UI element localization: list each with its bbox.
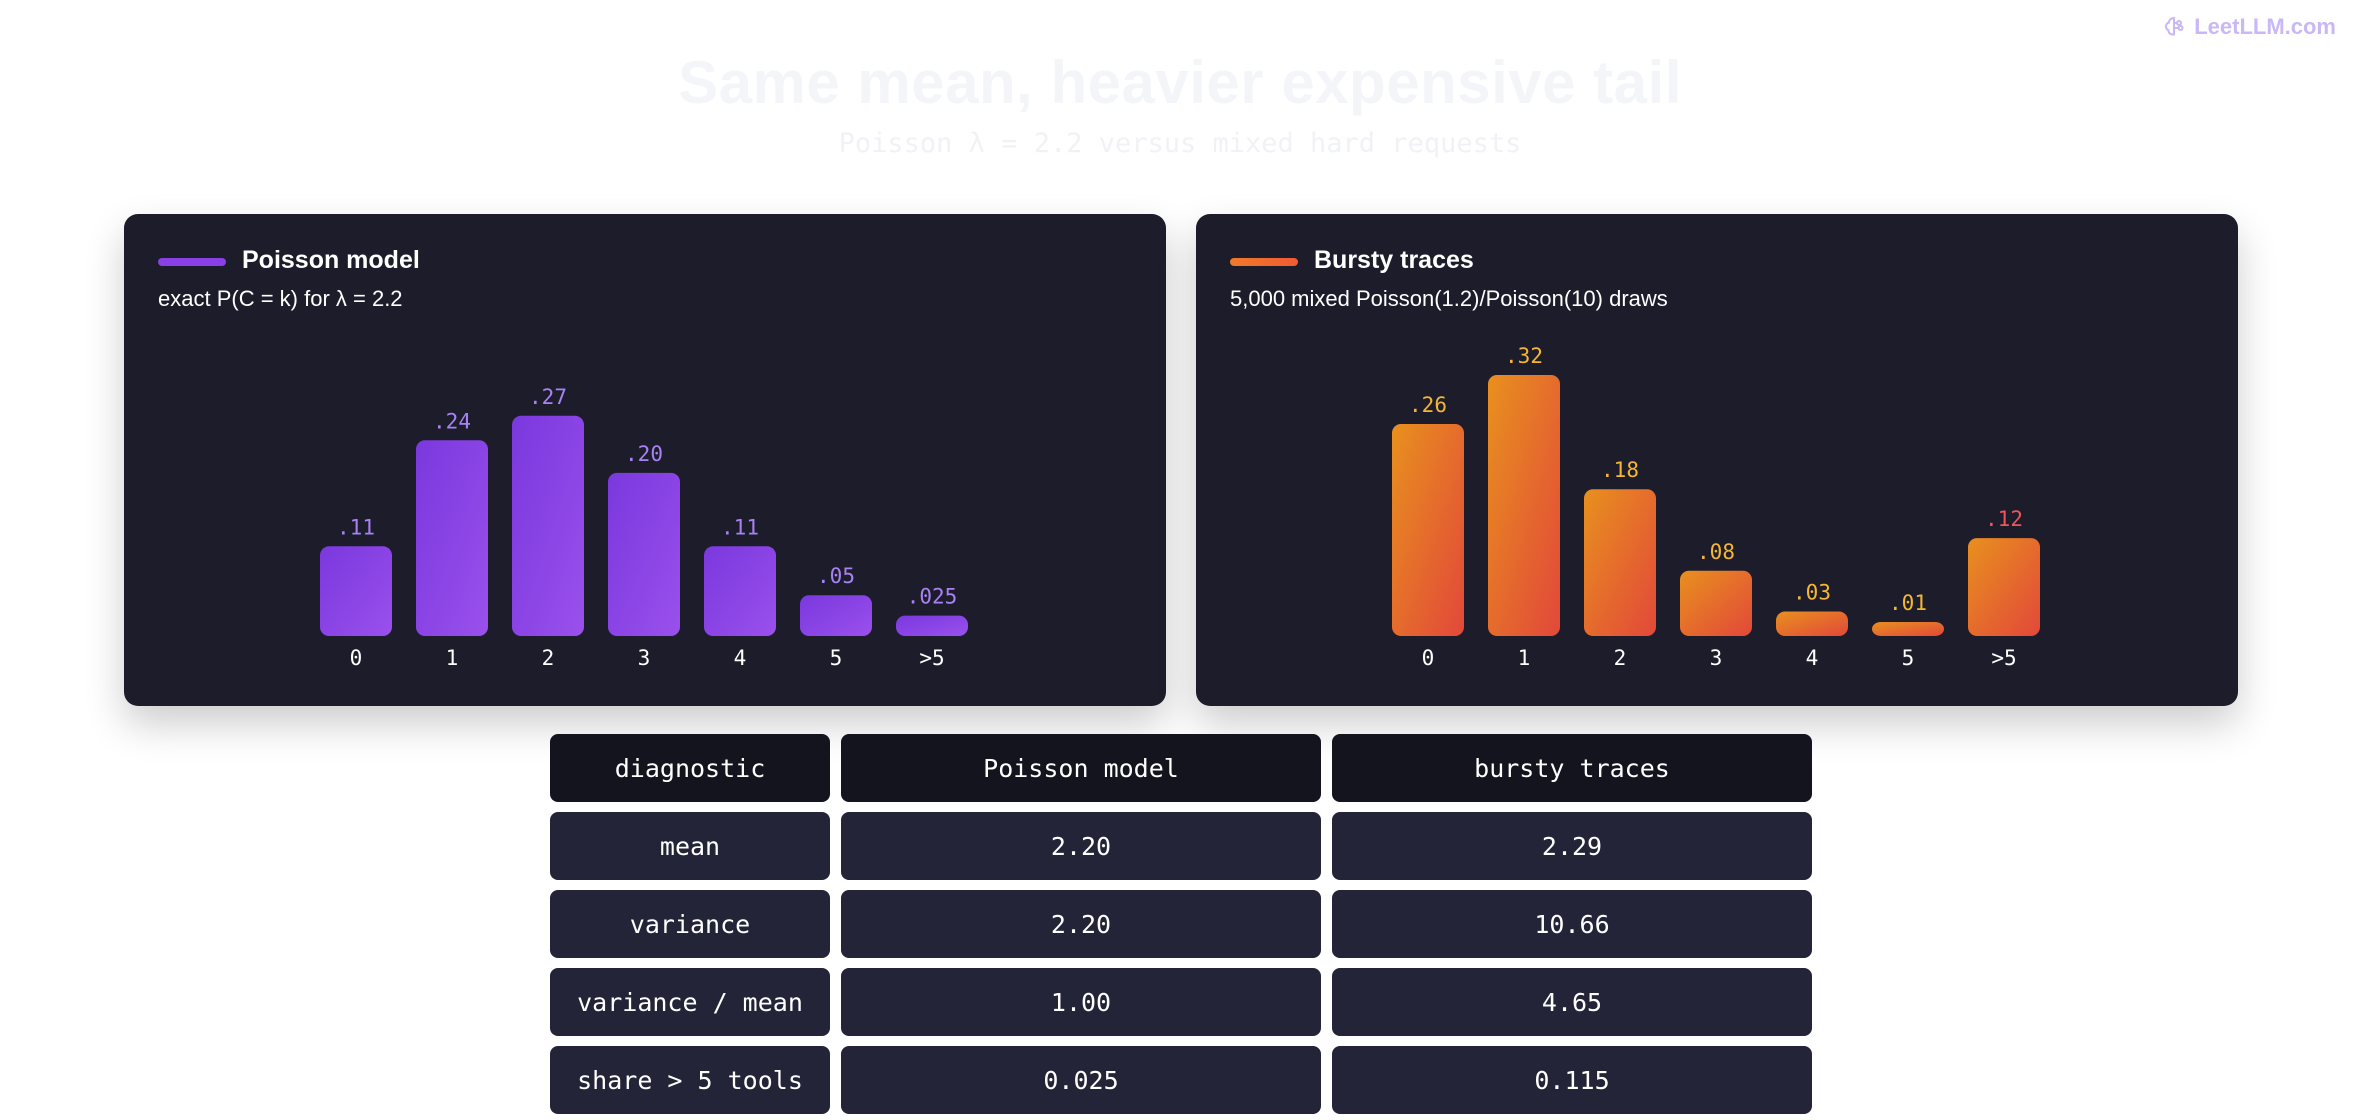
bursty-legend-swatch — [1230, 258, 1298, 266]
tick-label-3: 3 — [638, 646, 651, 670]
bursty-bar-chart: .26 0 .32 1 .18 2 .08 3 .03 4 .01 5 .12 >5 — [1392, 344, 2040, 670]
row-label-cell: variance — [550, 890, 830, 958]
bar-4 — [1776, 611, 1848, 636]
tick-label-4: 4 — [1806, 646, 1819, 670]
bar->5 — [1968, 538, 2040, 636]
table-cell: 1.00 — [841, 968, 1321, 1036]
data-label->5: .12 — [1985, 507, 2023, 531]
data-label->5: .025 — [907, 585, 958, 609]
data-label-3: .08 — [1697, 540, 1735, 564]
tick-label-5: 5 — [1902, 646, 1915, 670]
data-label-2: .27 — [529, 385, 567, 409]
bursty-panel-subtitle: 5,000 mixed Poisson(1.2)/Poisson(10) dra… — [1230, 286, 1668, 311]
tick-label-1: 1 — [446, 646, 459, 670]
tick-label-2: 2 — [542, 646, 555, 670]
brain-icon — [2165, 17, 2184, 36]
tick-label-4: 4 — [734, 646, 747, 670]
row-label-cell: mean — [550, 812, 830, 880]
data-label-1: .24 — [433, 409, 471, 433]
row-label-cell: variance / mean — [550, 968, 830, 1036]
bar->5 — [896, 615, 968, 636]
poisson-legend-swatch — [158, 258, 226, 266]
data-label-1: .32 — [1505, 344, 1543, 368]
bar-1 — [416, 440, 488, 636]
bar-1 — [1488, 375, 1560, 636]
table-cell: 4.65 — [1332, 968, 1812, 1036]
data-label-0: .11 — [337, 515, 375, 539]
table-cell: 2.29 — [1332, 812, 1812, 880]
data-label-4: .03 — [1793, 581, 1831, 605]
data-label-4: .11 — [721, 515, 759, 539]
bar-4 — [704, 546, 776, 636]
brand-logo[interactable]: LeetLLM.com — [2162, 14, 2336, 40]
bursty-panel-title: Bursty traces — [1314, 246, 1474, 274]
bar-0 — [320, 546, 392, 636]
data-label-0: .26 — [1409, 393, 1447, 417]
table-cell: 2.20 — [841, 890, 1321, 958]
poisson-panel-title: Poisson model — [242, 246, 420, 274]
table-header-cell: Poisson model — [841, 734, 1321, 802]
tick-label-0: 0 — [350, 646, 363, 670]
page-title: Same mean, heavier expensive tail — [678, 49, 1682, 116]
data-label-2: .18 — [1601, 458, 1639, 482]
table-cell: 0.025 — [841, 1046, 1321, 1114]
tick-label->5: >5 — [919, 646, 944, 670]
bar-3 — [1680, 570, 1752, 636]
bar-3 — [608, 472, 680, 636]
tick-label-5: 5 — [830, 646, 843, 670]
data-label-5: .05 — [817, 564, 855, 588]
tick-label-2: 2 — [1614, 646, 1627, 670]
brand-name: LeetLLM.com — [2194, 14, 2336, 39]
poisson-panel-subtitle: exact P(C = k) for λ = 2.2 — [158, 286, 403, 311]
table-cell: 0.115 — [1332, 1046, 1812, 1114]
row-label-cell: share > 5 tools — [550, 1046, 830, 1114]
table-cell: 10.66 — [1332, 890, 1812, 958]
data-label-3: .20 — [625, 442, 663, 466]
data-label-5: .01 — [1889, 591, 1927, 615]
bar-2 — [512, 415, 584, 636]
table-header-cell: bursty traces — [1332, 734, 1812, 802]
table-header-cell: diagnostic — [550, 734, 830, 802]
poisson-bar-chart: .11 0 .24 1 .27 2 .20 3 .11 4 .05 5 .025 >5 — [320, 385, 968, 670]
table-cell: 2.20 — [841, 812, 1321, 880]
bar-5 — [1872, 622, 1944, 636]
tick-label->5: >5 — [1991, 646, 2016, 670]
bar-0 — [1392, 423, 1464, 636]
bursty-chart-panel: Bursty traces 5,000 mixed Poisson(1.2)/P… — [1196, 214, 2238, 706]
tick-label-1: 1 — [1518, 646, 1531, 670]
tick-label-3: 3 — [1710, 646, 1723, 670]
page-subtitle: Poisson λ = 2.2 versus mixed hard reques… — [838, 128, 1522, 159]
bar-5 — [800, 595, 872, 636]
tick-label-0: 0 — [1422, 646, 1435, 670]
bar-2 — [1584, 489, 1656, 636]
poisson-chart-panel: Poisson model exact P(C = k) for λ = 2.2… — [124, 214, 1166, 706]
